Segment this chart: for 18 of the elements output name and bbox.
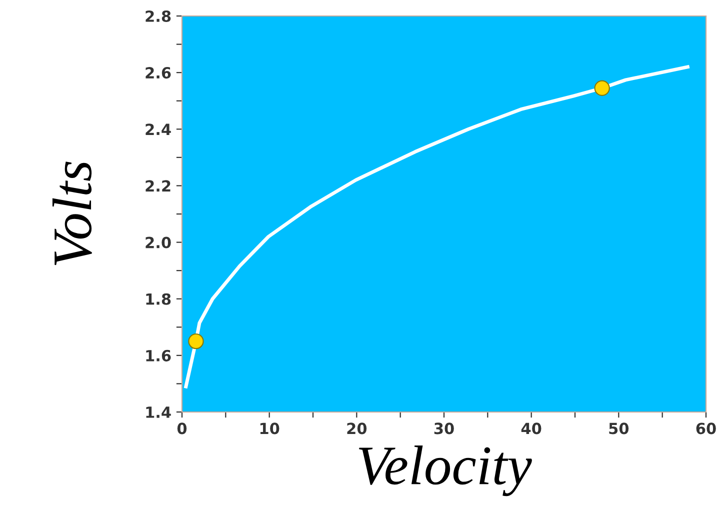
x-tick-label: 30	[434, 422, 454, 434]
y-tick-label: 2.4	[146, 124, 171, 135]
y-axis-title: Volts	[52, 162, 92, 266]
y-tick-label: 1.4	[146, 406, 171, 418]
x-axis-title: Velocity	[358, 446, 532, 496]
x-tick-label: 60	[696, 422, 716, 434]
y-tick-label: 1.6	[146, 350, 171, 362]
y-tick-label: 2.2	[146, 180, 170, 192]
x-tick-label: 10	[260, 422, 280, 434]
x-tick-label: 0	[177, 422, 187, 434]
x-tick-label: 20	[347, 422, 367, 434]
y-tick-label: 2.0	[146, 236, 171, 248]
y-tick-label: 2.6	[146, 67, 171, 79]
x-tick-label: 40	[521, 422, 542, 434]
line-series	[184, 65, 690, 388]
x-tick-label: 50	[609, 422, 629, 434]
y-tick-label: 2.8	[146, 10, 171, 22]
y-tick-label: 1.8	[146, 293, 171, 305]
